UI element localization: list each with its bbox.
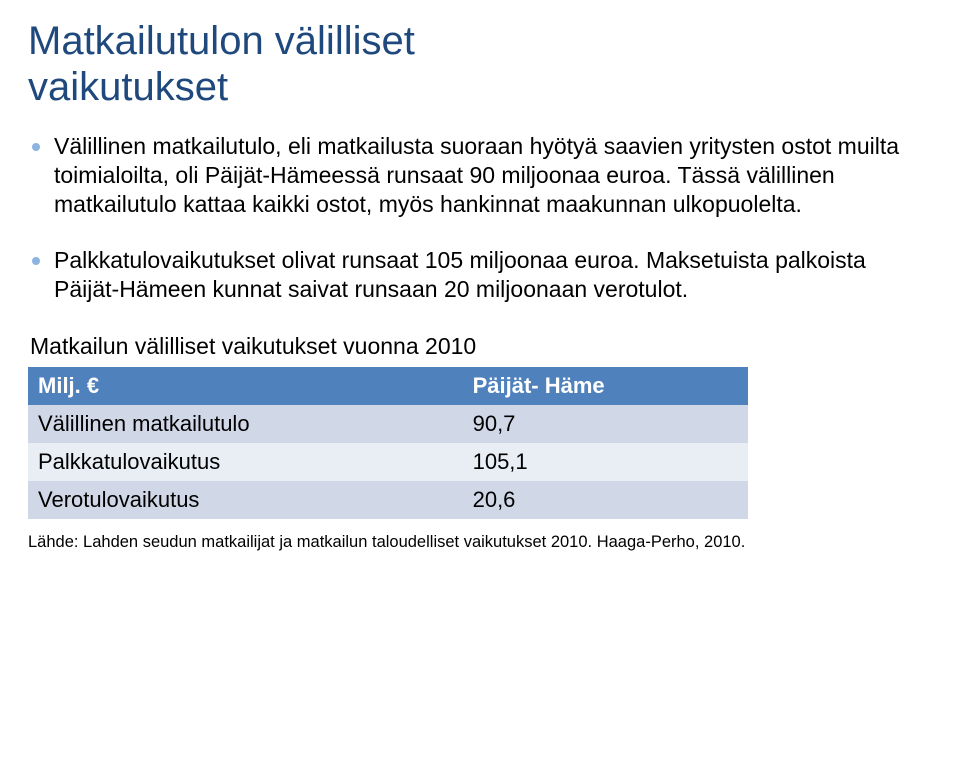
table-row: Välillinen matkailutulo 90,7 xyxy=(28,405,748,443)
title-line-1: Matkailutulon välilliset xyxy=(28,19,415,63)
bullet-1-block: Välillinen matkailutulo, eli matkailusta… xyxy=(28,132,931,218)
table-row: Verotulovaikutus 20,6 xyxy=(28,481,748,519)
bullet-dot-icon xyxy=(32,143,40,151)
bullet-2: Palkkatulovaikutukset olivat runsaat 105… xyxy=(28,246,931,304)
bullet-2-text: Palkkatulovaikutukset olivat runsaat 105… xyxy=(54,246,931,304)
table-header-row: Milj. € Päijät- Häme xyxy=(28,367,748,405)
bullet-1: Välillinen matkailutulo, eli matkailusta… xyxy=(28,132,931,218)
bullet-1-text: Välillinen matkailutulo, eli matkailusta… xyxy=(54,132,931,218)
cell: Välillinen matkailutulo xyxy=(28,405,463,443)
cell: Verotulovaikutus xyxy=(28,481,463,519)
bullet-dot-icon xyxy=(32,257,40,265)
col-header-1: Päijät- Häme xyxy=(463,367,748,405)
cell: 20,6 xyxy=(463,481,748,519)
cell: 105,1 xyxy=(463,443,748,481)
cell: 90,7 xyxy=(463,405,748,443)
cell: Palkkatulovaikutus xyxy=(28,443,463,481)
title-line-2: vaikutukset xyxy=(28,65,228,109)
col-header-0: Milj. € xyxy=(28,367,463,405)
effects-table: Milj. € Päijät- Häme Välillinen matkailu… xyxy=(28,367,748,519)
table-row: Palkkatulovaikutus 105,1 xyxy=(28,443,748,481)
page-title: Matkailutulon välilliset vaikutukset xyxy=(28,18,931,110)
table-caption: Matkailun välilliset vaikutukset vuonna … xyxy=(30,332,931,361)
source-text: Lähde: Lahden seudun matkailijat ja matk… xyxy=(28,533,908,553)
bullet-2-block: Palkkatulovaikutukset olivat runsaat 105… xyxy=(28,246,931,304)
